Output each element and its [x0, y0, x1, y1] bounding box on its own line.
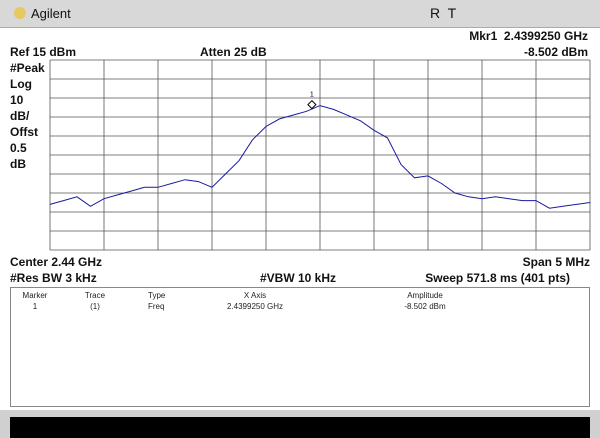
status: R T: [430, 5, 457, 21]
table-cell: -8.502 dBm: [404, 302, 446, 311]
rbw: #Res BW 3 kHz: [10, 271, 97, 285]
logo-icon: [14, 7, 26, 19]
left-label: #Peak: [10, 61, 45, 75]
atten: Atten 25 dB: [200, 45, 267, 59]
table-cell: Freq: [148, 302, 165, 311]
left-label: dB/: [10, 109, 30, 123]
top-bar: [0, 0, 600, 28]
table-header: Type: [148, 291, 166, 300]
left-label: 0.5: [10, 141, 27, 155]
table-header: Amplitude: [407, 291, 443, 300]
trace: [49, 105, 591, 209]
command-bar: [10, 417, 590, 438]
marker-amplitude: -8.502 dBm: [523, 45, 588, 59]
left-label: Offst: [10, 125, 38, 139]
center: Center 2.44 GHz: [10, 255, 103, 269]
vbw: #VBW 10 kHz: [260, 271, 337, 285]
left-label: 10: [10, 93, 24, 107]
left-label: Log: [10, 77, 32, 91]
table-header: Trace: [84, 291, 106, 300]
table-header: Marker: [22, 291, 48, 300]
ref-level: Ref 15 dBm: [10, 45, 77, 59]
table-cell: 1: [32, 302, 38, 311]
marker-table: [10, 287, 590, 407]
sweep: Sweep 571.8 ms (401 pts): [425, 271, 570, 285]
marker-label: 1: [310, 92, 314, 99]
table-cell: 2.4399250 GHz: [226, 302, 284, 311]
left-label: dB: [10, 157, 26, 171]
marker-readout: Mkr1 2.4399250 GHz: [469, 29, 588, 43]
span: Span 5 MHz: [522, 255, 590, 269]
table-cell: (1): [90, 302, 100, 311]
table-header: X Axis: [243, 291, 267, 300]
brand: Agilent: [31, 6, 71, 21]
marker: [307, 99, 317, 110]
